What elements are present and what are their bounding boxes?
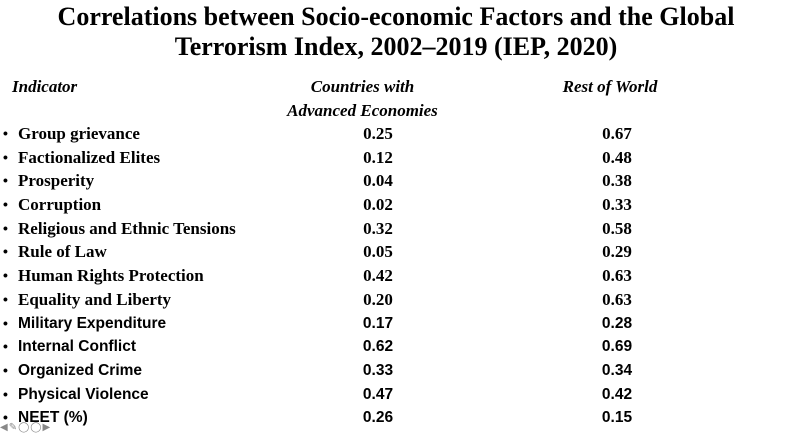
indicator-name: Equality and Liberty: [18, 289, 172, 309]
bullet-icon: •: [3, 125, 8, 141]
indicator-name: Military Expenditure: [18, 314, 167, 332]
rest-value: 0.15: [601, 409, 633, 427]
table-row: • Military Expenditure 0.17 0.28: [0, 312, 792, 336]
advanced-value: 0.26: [362, 409, 394, 427]
arrow-left-icon[interactable]: ◀: [0, 422, 8, 433]
bullet-icon: •: [3, 148, 8, 165]
table-row: • Physical Violence 0.47 0.42: [0, 383, 792, 407]
table-row: • Group grievance 0.25 0.67: [0, 122, 792, 146]
header-advanced-economies: Countries with Advanced Economies: [260, 75, 465, 123]
slide-nav-controls: ◀ ✎ ◯ ◯ ▶: [0, 423, 50, 433]
bullet-icon: •: [3, 196, 8, 213]
table-row: • Equality and Liberty 0.20 0.63: [0, 288, 792, 312]
bullet-icon: •: [3, 385, 8, 402]
bullet-icon: •: [3, 361, 8, 378]
bullet-icon: •: [3, 290, 8, 307]
advanced-value: 0.47: [362, 385, 394, 403]
header-indicator: Indicator: [12, 77, 78, 96]
slide-title: Correlations between Socio-economic Fact…: [0, 2, 792, 62]
pencil-icon[interactable]: ✎: [8, 422, 18, 433]
advanced-value: 0.62: [362, 338, 394, 356]
indicator-name: Factionalized Elites: [18, 147, 161, 167]
table-row: • Human Rights Protection 0.42 0.63: [0, 264, 792, 288]
header-advanced-line-2: Advanced Economies: [287, 101, 438, 120]
indicator-name: Prosperity: [18, 171, 95, 191]
table-row: • Internal Conflict 0.62 0.69: [0, 335, 792, 359]
table-row: • Factionalized Elites 0.12 0.48: [0, 146, 792, 170]
indicator-name: Organized Crime: [18, 361, 143, 379]
table-row: • NEET (%) 0.26 0.15: [0, 406, 792, 430]
bullet-icon: •: [3, 409, 8, 426]
advanced-value: 0.02: [363, 195, 393, 215]
arrow-right-icon[interactable]: ▶: [42, 422, 51, 433]
rest-value: 0.28: [601, 314, 633, 332]
rest-value: 0.67: [602, 124, 632, 143]
bullet-icon: •: [3, 314, 8, 331]
bullet-icon: •: [3, 267, 8, 284]
bullet-icon: •: [3, 243, 8, 260]
title-line-1: Correlations between Socio-economic Fact…: [57, 2, 735, 31]
circle-icon[interactable]: ◯: [18, 422, 30, 433]
table-row: • Rule of Law 0.05 0.29: [0, 240, 792, 264]
header-rest-of-world: Rest of World: [562, 77, 658, 96]
advanced-value: 0.20: [363, 289, 393, 309]
rest-value: 0.38: [602, 171, 632, 191]
indicator-name: Religious and Ethnic Tensions: [18, 218, 236, 238]
indicator-name: Corruption: [18, 195, 102, 215]
indicator-name: NEET (%): [18, 409, 88, 427]
indicator-name: Physical Violence: [18, 385, 149, 403]
rest-value: 0.48: [602, 147, 632, 167]
bullet-icon: •: [3, 172, 8, 189]
indicator-name: Group grievance: [18, 124, 140, 143]
rest-value: 0.33: [602, 195, 632, 215]
correlation-table: • Group grievance 0.25 0.67 • Factionalized …: [0, 122, 792, 430]
rest-value: 0.63: [602, 266, 632, 286]
indicator-name: Human Rights Protection: [18, 266, 204, 286]
advanced-value: 0.04: [363, 171, 393, 191]
advanced-value: 0.12: [363, 147, 393, 167]
header-advanced-line-1: Countries with: [310, 77, 415, 96]
title-line-2: Terrorism Index, 2002–2019 (IEP, 2020): [174, 32, 618, 61]
table-row: • Corruption 0.02 0.33: [0, 193, 792, 217]
indicator-name: Rule of Law: [18, 242, 107, 262]
rest-value: 0.58: [602, 218, 632, 238]
advanced-value: 0.32: [363, 218, 393, 238]
rest-value: 0.63: [602, 289, 632, 309]
advanced-value: 0.25: [363, 124, 393, 143]
rest-value: 0.42: [601, 385, 633, 403]
bullet-icon: •: [3, 338, 8, 355]
bullet-icon: •: [3, 219, 8, 236]
advanced-value: 0.42: [363, 266, 393, 286]
advanced-value: 0.05: [363, 242, 393, 262]
advanced-value: 0.17: [362, 314, 394, 332]
rest-value: 0.34: [601, 361, 633, 379]
table-row: • Religious and Ethnic Tensions 0.32 0.58: [0, 217, 792, 241]
rest-value: 0.69: [601, 338, 633, 356]
table-row: • Prosperity 0.04 0.38: [0, 169, 792, 193]
indicator-name: Internal Conflict: [18, 338, 136, 356]
rest-value: 0.29: [602, 242, 632, 262]
table-row: • Organized Crime 0.33 0.34: [0, 359, 792, 383]
advanced-value: 0.33: [362, 361, 394, 379]
circle-icon[interactable]: ◯: [30, 422, 42, 433]
